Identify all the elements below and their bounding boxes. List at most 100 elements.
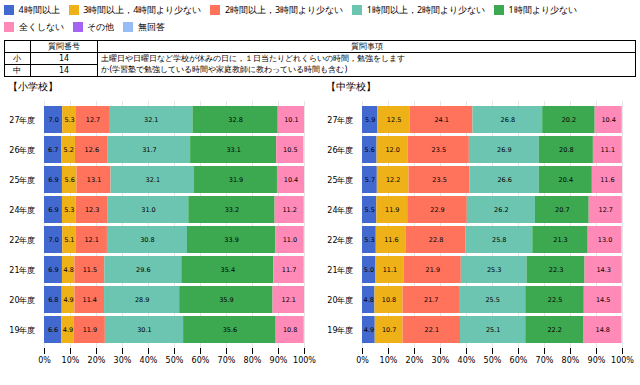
svg-text:60%: 60%	[510, 356, 528, 365]
svg-text:5.9: 5.9	[365, 116, 375, 124]
svg-text:5.1: 5.1	[64, 236, 74, 244]
svg-text:12.1: 12.1	[282, 296, 296, 304]
svg-text:5.2: 5.2	[64, 146, 74, 154]
svg-text:5.7: 5.7	[365, 176, 375, 184]
svg-text:10.7: 10.7	[382, 326, 396, 334]
svg-text:10.1: 10.1	[284, 116, 298, 124]
svg-text:5.3: 5.3	[64, 116, 74, 124]
svg-text:7.0: 7.0	[48, 116, 58, 124]
svg-text:40%: 40%	[458, 356, 476, 365]
svg-text:4.8: 4.8	[64, 266, 74, 274]
svg-text:25.8: 25.8	[492, 236, 506, 244]
svg-text:24年度: 24年度	[9, 205, 35, 214]
svg-text:11.1: 11.1	[601, 146, 615, 154]
svg-text:70%: 70%	[536, 356, 554, 365]
svg-text:4.9: 4.9	[63, 296, 73, 304]
svg-text:32.8: 32.8	[228, 116, 242, 124]
svg-text:30%: 30%	[432, 356, 450, 365]
svg-text:20.8: 20.8	[559, 146, 573, 154]
svg-text:5.6: 5.6	[65, 176, 75, 184]
svg-text:10.8: 10.8	[283, 326, 297, 334]
svg-text:12.1: 12.1	[84, 236, 98, 244]
svg-text:33.9: 33.9	[224, 236, 238, 244]
svg-text:5.3: 5.3	[364, 236, 374, 244]
svg-text:26年度: 26年度	[9, 145, 35, 154]
svg-text:22.8: 22.8	[429, 236, 443, 244]
svg-text:80%: 80%	[562, 356, 580, 365]
svg-text:10%: 10%	[62, 356, 80, 365]
svg-text:20%: 20%	[88, 356, 106, 365]
svg-text:90%: 90%	[270, 356, 288, 365]
svg-text:40%: 40%	[140, 356, 158, 365]
svg-text:31.7: 31.7	[142, 146, 156, 154]
svg-text:23.5: 23.5	[432, 146, 446, 154]
svg-text:19年度: 19年度	[327, 325, 353, 334]
svg-text:24年度: 24年度	[327, 205, 353, 214]
svg-text:4.9: 4.9	[63, 326, 73, 334]
svg-text:27年度: 27年度	[9, 115, 35, 124]
svg-text:6.9: 6.9	[48, 176, 58, 184]
svg-text:33.2: 33.2	[225, 206, 239, 214]
svg-text:11.9: 11.9	[385, 206, 399, 214]
svg-text:20.7: 20.7	[555, 206, 569, 214]
svg-text:22.2: 22.2	[547, 326, 561, 334]
svg-text:28.9: 28.9	[135, 296, 149, 304]
svg-text:11.4: 11.4	[82, 296, 96, 304]
svg-text:11.6: 11.6	[384, 236, 398, 244]
svg-text:32.1: 32.1	[146, 176, 160, 184]
svg-text:11.0: 11.0	[283, 236, 297, 244]
svg-text:24.1: 24.1	[434, 116, 448, 124]
svg-text:11.9: 11.9	[83, 326, 97, 334]
svg-text:13.0: 13.0	[598, 236, 612, 244]
svg-text:12.2: 12.2	[386, 176, 400, 184]
svg-text:10%: 10%	[380, 356, 398, 365]
svg-text:11.1: 11.1	[383, 266, 397, 274]
svg-text:21年度: 21年度	[327, 265, 353, 274]
svg-text:100%: 100%	[611, 356, 634, 365]
svg-text:23.5: 23.5	[432, 176, 446, 184]
svg-text:22.3: 22.3	[549, 266, 563, 274]
svg-text:26年度: 26年度	[327, 145, 353, 154]
svg-text:6.9: 6.9	[48, 266, 58, 274]
svg-text:35.4: 35.4	[221, 266, 235, 274]
svg-text:22年度: 22年度	[9, 235, 35, 244]
svg-text:4.9: 4.9	[364, 326, 374, 334]
svg-text:21.9: 21.9	[426, 266, 440, 274]
svg-text:12.0: 12.0	[385, 146, 399, 154]
svg-text:12.7: 12.7	[86, 116, 100, 124]
svg-text:14.5: 14.5	[596, 296, 610, 304]
svg-text:21.3: 21.3	[553, 236, 567, 244]
svg-text:21.7: 21.7	[424, 296, 438, 304]
svg-text:5.0: 5.0	[364, 266, 374, 274]
svg-text:5.6: 5.6	[365, 146, 375, 154]
svg-text:10.8: 10.8	[382, 296, 396, 304]
svg-text:35.6: 35.6	[223, 326, 237, 334]
svg-text:11.7: 11.7	[282, 266, 296, 274]
svg-text:100%: 100%	[293, 356, 316, 365]
svg-text:12.3: 12.3	[85, 206, 99, 214]
svg-text:30%: 30%	[114, 356, 132, 365]
svg-text:20年度: 20年度	[9, 295, 35, 304]
svg-text:10.4: 10.4	[601, 116, 615, 124]
svg-text:21年度: 21年度	[9, 265, 35, 274]
svg-text:6.9: 6.9	[48, 206, 58, 214]
svg-text:27年度: 27年度	[327, 115, 353, 124]
svg-text:6.8: 6.8	[48, 296, 58, 304]
svg-text:4.8: 4.8	[364, 296, 374, 304]
svg-text:0%: 0%	[356, 356, 369, 365]
svg-text:32.1: 32.1	[144, 116, 158, 124]
svg-text:10.4: 10.4	[284, 176, 298, 184]
svg-text:26.2: 26.2	[494, 206, 508, 214]
svg-text:80%: 80%	[244, 356, 262, 365]
svg-text:90%: 90%	[588, 356, 606, 365]
svg-text:33.1: 33.1	[226, 146, 240, 154]
svg-text:11.2: 11.2	[282, 206, 296, 214]
svg-text:5.3: 5.3	[64, 206, 74, 214]
svg-text:25.5: 25.5	[485, 296, 499, 304]
svg-text:25.1: 25.1	[486, 326, 500, 334]
svg-text:26.6: 26.6	[497, 176, 511, 184]
svg-text:14.8: 14.8	[595, 326, 609, 334]
svg-text:22.5: 22.5	[548, 296, 562, 304]
svg-text:19年度: 19年度	[9, 325, 35, 334]
svg-text:50%: 50%	[166, 356, 184, 365]
